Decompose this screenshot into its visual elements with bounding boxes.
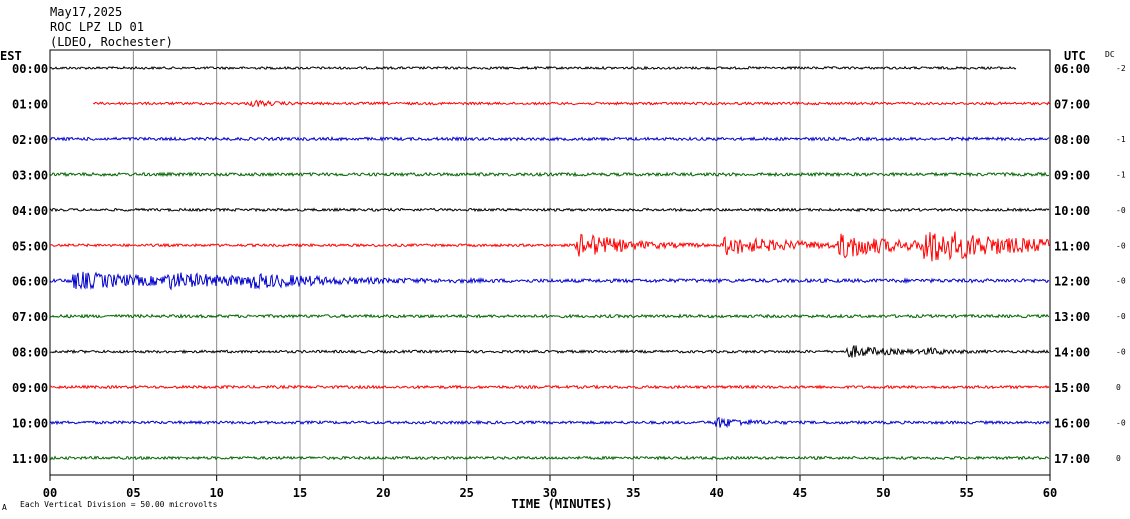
est-hour-label: 06:00 [12,275,48,289]
est-hour-label: 09:00 [12,381,48,395]
utc-hour-label: 15:00 [1054,381,1090,395]
dc-offset-label: -0 [1116,312,1126,321]
x-tick-label: 25 [459,486,473,500]
seismic-trace-line [49,231,1050,262]
grid-lines [132,50,968,475]
dc-offset-label: 0 [1116,454,1121,463]
footer-scale-note: Each Vertical Division = 50.00 microvolt… [20,500,218,509]
x-tick-label: 30 [543,486,557,500]
trace-group [49,65,1050,461]
utc-hour-label: 16:00 [1054,417,1090,431]
est-hour-label: 03:00 [12,168,48,182]
x-tick-label: 10 [209,486,223,500]
x-tick-label: 45 [793,486,807,500]
utc-hour-label: 06:00 [1054,62,1090,76]
utc-hour-labels: 06:00 07:00 08:00 09:00 10:00 11:00 12:00 13:00… [1054,62,1090,466]
seismic-trace-line [49,65,1017,71]
seismic-trace-line [49,207,1050,213]
est-hour-label: 01:00 [12,97,48,111]
utc-hour-label: 07:00 [1054,97,1090,111]
seismic-trace-line [49,171,1049,178]
seismic-trace-line [93,99,1050,108]
x-axis-ticks: 00 05 10 15 20 25 30 35 40 45 50 55 60 [43,475,1057,500]
est-hour-label: 02:00 [12,133,48,147]
x-axis-label: TIME (MINUTES) [511,497,612,511]
dc-offset-label: -0 [1116,206,1126,215]
est-hour-label: 10:00 [12,417,48,431]
utc-hour-label: 10:00 [1054,204,1090,218]
utc-hour-label: 13:00 [1054,310,1090,324]
x-tick-label: 35 [626,486,640,500]
x-tick-label: 50 [876,486,890,500]
header-network: (LDEO, Rochester) [50,35,173,49]
est-hour-label: 04:00 [12,204,48,218]
utc-hour-label: 08:00 [1054,133,1090,147]
dc-offset-label: -0 [1116,348,1126,357]
x-tick-label: 15 [293,486,307,500]
est-hour-label: 05:00 [12,239,48,253]
dc-offset-label: -0 [1116,277,1126,286]
est-hour-labels: 00:00 01:00 02:00 03:00 04:00 05:00 06:00 07:00… [12,62,48,466]
seismic-trace-line [50,345,1050,358]
dc-offset-label: -1 [1116,170,1126,179]
x-tick-label: 55 [959,486,973,500]
seismic-trace-line [49,271,1050,291]
dc-offset-label: -0 [1116,419,1126,428]
dc-offset-labels: -2 -1 -1 -0 -0 -0 -0 -0 0 -0 0 [1116,64,1126,463]
x-tick-label: 05 [126,486,140,500]
utc-hour-label: 17:00 [1054,452,1090,466]
dc-offset-label: -2 [1116,64,1126,73]
seismic-trace-line [49,313,1050,319]
est-hour-label: 00:00 [12,62,48,76]
x-tick-label: 20 [376,486,390,500]
dc-column-label: DC [1105,50,1115,59]
est-hour-label: 11:00 [12,452,48,466]
utc-hour-label: 14:00 [1054,346,1090,360]
x-tick-label: 60 [1043,486,1057,500]
dc-offset-label: -0 [1116,241,1126,250]
utc-hour-label: 11:00 [1054,239,1090,253]
est-hour-label: 08:00 [12,346,48,360]
header-date: May17,2025 [50,5,122,19]
left-timezone-label: EST [0,49,22,63]
seismic-trace-line [49,384,1050,390]
right-timezone-label: UTC [1064,49,1086,63]
dc-offset-label: 0 [1116,383,1121,392]
header-station: ROC LPZ LD 01 [50,20,144,34]
utc-hour-label: 12:00 [1054,275,1090,289]
seismic-trace-line [49,416,1050,429]
seismic-trace-line [49,455,1050,461]
utc-hour-label: 09:00 [1054,168,1090,182]
est-hour-label: 07:00 [12,310,48,324]
x-tick-label: 00 [43,486,57,500]
seismic-trace-line [49,136,1050,142]
footer-mark: A [2,503,7,512]
x-tick-label: 40 [709,486,723,500]
dc-offset-label: -1 [1116,135,1126,144]
